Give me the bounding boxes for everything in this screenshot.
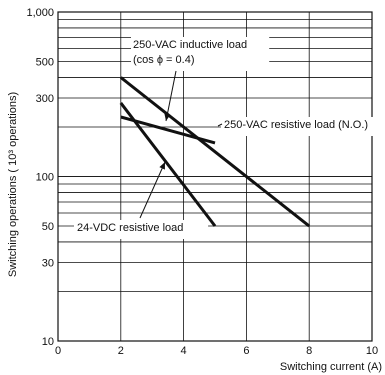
- annotation-resistive-text: 250-VAC resistive load (N.O.): [224, 119, 368, 131]
- y-tick-label: 50: [42, 221, 54, 233]
- x-axis-label: Switching current (A): [280, 361, 382, 373]
- leader-arrowhead: [159, 162, 165, 170]
- annotation-dc-text: 24-VDC resistive load: [77, 222, 183, 234]
- leader-line: [165, 70, 177, 122]
- x-tick-labels: 0 2 4 6 8 10: [55, 345, 378, 357]
- y-tick-labels: 10 30 50 100 300 500 1,000: [26, 7, 54, 348]
- annotation-inductive-text: 250-VAC inductive load: [133, 39, 247, 51]
- x-tick-label: 10: [366, 345, 378, 357]
- y-tick-label: 100: [36, 172, 54, 184]
- annotation-inductive-text: (cos ϕ = 0.4): [133, 54, 195, 66]
- leader-arrowhead: [164, 113, 171, 121]
- annotation-dc: 24-VDC resistive load: [74, 220, 209, 239]
- plot-frame: [57, 11, 373, 342]
- x-tick-label: 2: [118, 345, 124, 357]
- y-tick-label: 500: [36, 57, 54, 69]
- x-tick-label: 8: [306, 345, 312, 357]
- y-tick-label: 10: [42, 336, 54, 348]
- series-lines: [119, 76, 311, 228]
- series-line-resistive: [119, 76, 311, 228]
- annotation-resistive: 250-VAC resistive load (N.O.): [221, 117, 385, 136]
- y-axis-label: Switching operations ( 10³ operations): [7, 92, 19, 277]
- leader-line: [217, 123, 223, 127]
- series-line-dc: [119, 102, 217, 227]
- x-tick-label: 0: [55, 345, 61, 357]
- leader-line: [139, 161, 166, 219]
- x-tick-label: 6: [243, 345, 249, 357]
- y-tick-label: 1,000: [26, 7, 54, 19]
- y-tick-label: 300: [36, 93, 54, 105]
- y-tick-label: 30: [42, 258, 54, 270]
- annotations: 250-VAC inductive load(cos ϕ = 0.4)250-V…: [74, 37, 385, 239]
- annotation-inductive-bg: [131, 37, 270, 71]
- annotation-inductive: 250-VAC inductive load (cos ϕ = 0.4): [131, 37, 270, 71]
- annotation-dc-bg: [74, 220, 209, 239]
- annotation-resistive-bg: [221, 117, 385, 136]
- x-tick-label: 4: [181, 345, 187, 357]
